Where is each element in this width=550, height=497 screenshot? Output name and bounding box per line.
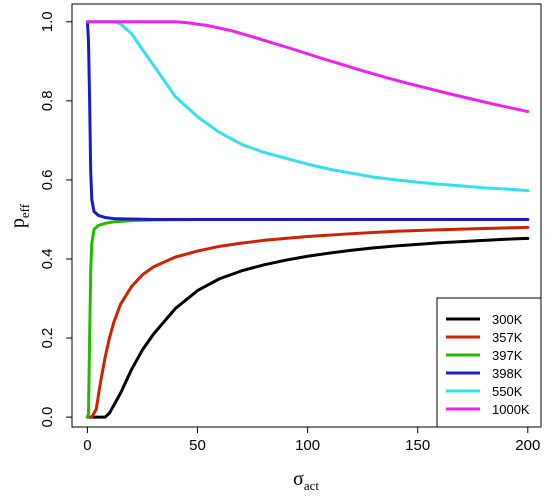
series-line-1000K — [85, 20, 530, 114]
series-lines — [85, 20, 530, 419]
legend-label-398K: 398K — [492, 366, 523, 381]
plot-frame — [71, 3, 542, 428]
legend-label-300K: 300K — [492, 312, 523, 327]
y-tick-label: 1.0 — [39, 11, 56, 32]
series-line-357K — [85, 225, 530, 419]
x-tick-label: 150 — [405, 437, 430, 454]
y-tick-label: 0.4 — [39, 249, 56, 270]
y-tick-label: 0.6 — [39, 169, 56, 190]
y-tick-label: 0.0 — [39, 407, 56, 428]
y-tick-label: 0.2 — [39, 328, 56, 349]
legend: 300K 357K 397K 398K 550K 1000K — [436, 297, 542, 428]
series-line-550K — [85, 20, 530, 193]
y-axis-title: peff — [7, 203, 32, 228]
y-tick-label: 0.8 — [39, 90, 56, 111]
x-tick-label: 100 — [295, 437, 320, 454]
legend-label-550K: 550K — [492, 384, 523, 399]
x-tick-label: 50 — [189, 437, 206, 454]
legend-label-397K: 397K — [492, 348, 523, 363]
axis-ticks: 0 50 100 150 200 0.0 0.2 0.4 0.6 0.8 1.0 — [39, 11, 540, 454]
x-tick-label: 200 — [515, 437, 540, 454]
x-tick-label: 0 — [83, 437, 91, 454]
legend-label-357K: 357K — [492, 330, 523, 345]
x-axis-title: σact — [293, 468, 319, 493]
series-line-398K — [85, 20, 530, 221]
series-line-300K — [85, 236, 530, 419]
legend-label-1000K: 1000K — [492, 402, 530, 417]
